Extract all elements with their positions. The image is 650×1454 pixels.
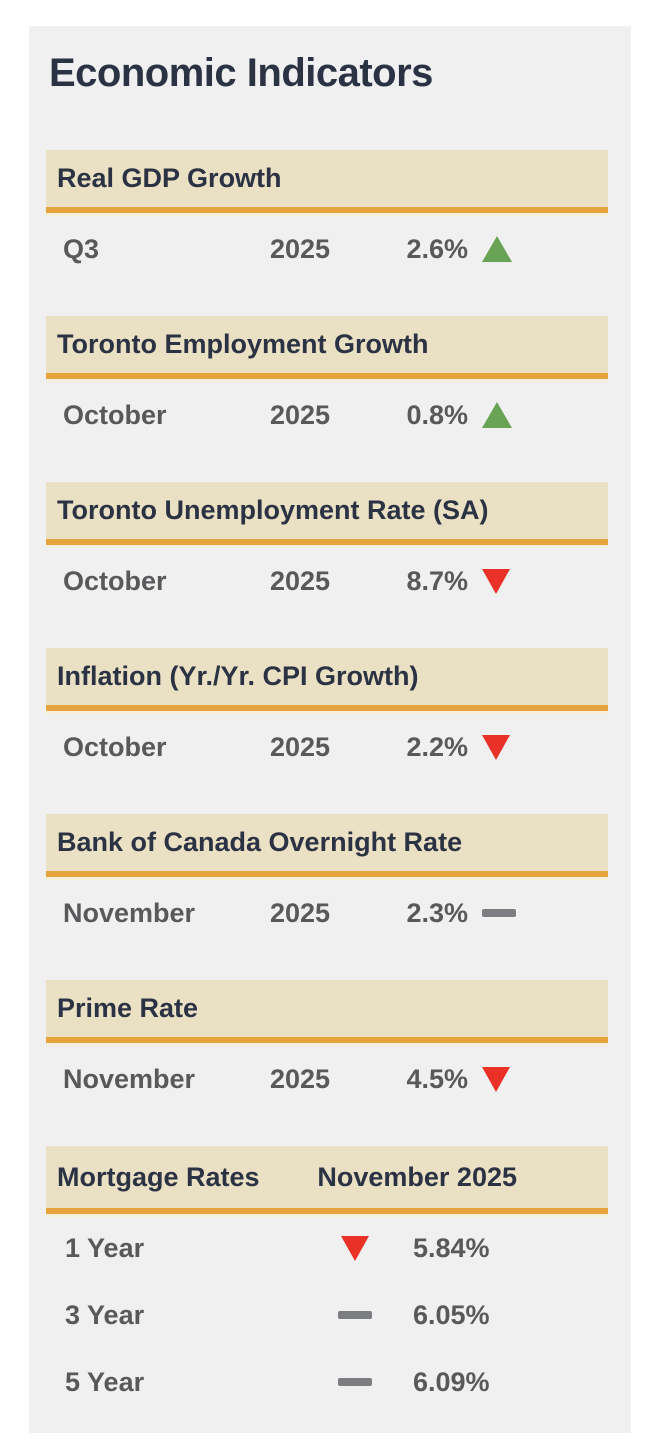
mortgage-row-5-year: 5 Year 6.09% — [46, 1367, 608, 1397]
mortgage-term: 1 Year — [65, 1233, 145, 1263]
mortgage-period: November 2025 — [317, 1161, 517, 1192]
trend-down-icon — [482, 734, 510, 760]
mortgage-term: 5 Year — [65, 1367, 145, 1397]
mortgage-value: 5.84% — [413, 1233, 490, 1263]
card-header: Real GDP Growth — [46, 150, 608, 207]
economic-indicators-panel: Economic Indicators Real GDP Growth Q3 2… — [29, 26, 631, 1433]
indicator-row: October 2025 0.8% — [46, 400, 608, 430]
indicator-period: November — [63, 898, 196, 928]
card-header: Prime Rate — [46, 980, 608, 1037]
indicator-year: 2025 — [270, 400, 331, 430]
indicator-year: 2025 — [270, 732, 331, 762]
accent-divider — [46, 705, 608, 711]
trend-down-icon — [482, 568, 510, 594]
indicator-card-prime-rate: Prime Rate November 2025 4.5% — [46, 980, 608, 1094]
indicator-year: 2025 — [270, 234, 331, 264]
card-header: Mortgage Rates November 2025 — [46, 1146, 608, 1208]
mortgage-value: 6.09% — [413, 1367, 490, 1397]
accent-divider-shadow — [46, 545, 608, 548]
card-header: Toronto Unemployment Rate (SA) — [46, 482, 608, 539]
indicator-value: 2.3% — [406, 898, 468, 928]
indicator-card-inflation-cpi-growth: Inflation (Yr./Yr. CPI Growth) October 2… — [46, 648, 608, 762]
indicator-row: October 2025 2.2% — [46, 732, 608, 762]
indicator-period: October — [63, 732, 167, 762]
indicator-year: 2025 — [270, 898, 331, 928]
accent-divider — [46, 373, 608, 379]
indicator-value: 4.5% — [406, 1064, 468, 1094]
card-title: Toronto Employment Growth — [57, 329, 429, 359]
accent-divider — [46, 1037, 608, 1043]
trend-flat-icon — [482, 909, 516, 917]
indicator-year: 2025 — [270, 1064, 331, 1094]
indicator-row: November 2025 2.3% — [46, 898, 608, 928]
indicator-value: 0.8% — [406, 400, 468, 430]
trend-up-icon — [482, 402, 512, 428]
indicator-period: November — [63, 1064, 196, 1094]
mortgage-term: 3 Year — [65, 1300, 145, 1330]
accent-divider-shadow — [46, 213, 608, 216]
accent-divider-shadow — [46, 1043, 608, 1046]
card-header: Toronto Employment Growth — [46, 316, 608, 373]
accent-divider — [46, 539, 608, 545]
indicator-card-real-gdp-growth: Real GDP Growth Q3 2025 2.6% — [46, 150, 608, 264]
indicator-year: 2025 — [270, 566, 331, 596]
card-header: Inflation (Yr./Yr. CPI Growth) — [46, 648, 608, 705]
accent-divider-shadow — [46, 1214, 608, 1217]
trend-down-icon — [482, 1066, 510, 1092]
mortgage-value: 6.05% — [413, 1300, 490, 1330]
accent-divider — [46, 207, 608, 213]
mortgage-row-1-year: 1 Year 5.84% — [46, 1233, 608, 1263]
indicator-value: 2.2% — [406, 732, 468, 762]
mortgage-rates-card: Mortgage Rates November 2025 1 Year 5.84… — [46, 1146, 608, 1397]
card-header: Bank of Canada Overnight Rate — [46, 814, 608, 871]
indicator-value: 2.6% — [406, 234, 468, 264]
card-title: Real GDP Growth — [57, 163, 282, 193]
card-title: Toronto Unemployment Rate (SA) — [57, 495, 489, 525]
accent-divider-shadow — [46, 711, 608, 714]
indicator-value: 8.7% — [406, 566, 468, 596]
card-title: Bank of Canada Overnight Rate — [57, 827, 463, 857]
indicator-card-toronto-unemployment-rate: Toronto Unemployment Rate (SA) October 2… — [46, 482, 608, 596]
indicator-card-toronto-employment-growth: Toronto Employment Growth October 2025 0… — [46, 316, 608, 430]
trend-flat-icon — [338, 1378, 372, 1386]
accent-divider-shadow — [46, 379, 608, 382]
indicator-period: October — [63, 400, 167, 430]
card-title: Mortgage Rates — [57, 1161, 260, 1192]
card-title: Inflation (Yr./Yr. CPI Growth) — [57, 661, 419, 691]
trend-up-icon — [482, 236, 512, 262]
indicator-row: November 2025 4.5% — [46, 1064, 608, 1094]
trend-down-icon — [341, 1235, 369, 1261]
indicator-row: October 2025 8.7% — [46, 566, 608, 596]
accent-divider — [46, 1208, 608, 1214]
accent-divider — [46, 871, 608, 877]
accent-divider-shadow — [46, 877, 608, 880]
card-title: Prime Rate — [57, 993, 199, 1023]
indicator-period: October — [63, 566, 167, 596]
indicator-row: Q3 2025 2.6% — [46, 234, 608, 264]
indicator-period: Q3 — [63, 234, 100, 264]
page-title: Economic Indicators — [49, 51, 433, 95]
indicator-card-bank-of-canada-overnight-rate: Bank of Canada Overnight Rate November 2… — [46, 814, 608, 928]
mortgage-row-3-year: 3 Year 6.05% — [46, 1300, 608, 1330]
trend-flat-icon — [338, 1311, 372, 1319]
